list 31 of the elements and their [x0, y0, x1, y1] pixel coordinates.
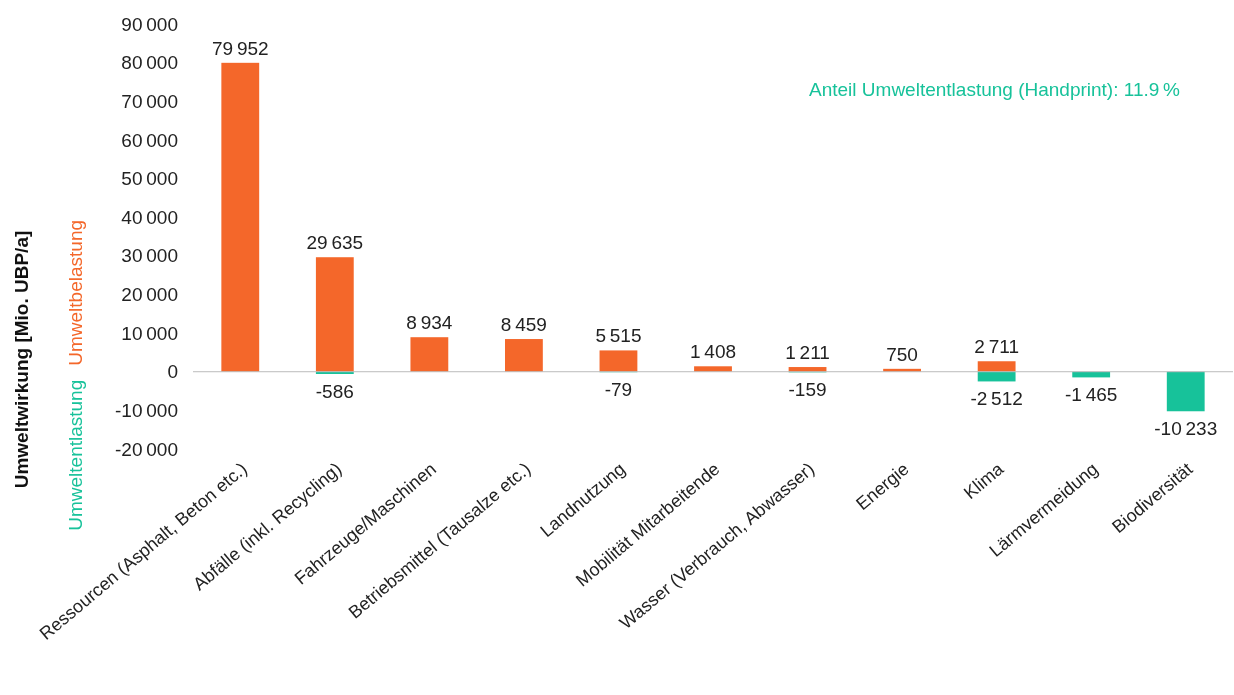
y-tick-label: 80 000	[121, 52, 178, 74]
y-tick-label: 20 000	[121, 284, 178, 306]
y-tick-label: 40 000	[121, 206, 178, 228]
data-label: 79 952	[211, 37, 269, 59]
data-label: -10 233	[1154, 418, 1218, 440]
data-label: 29 635	[306, 232, 364, 254]
data-label: -2 512	[970, 388, 1023, 410]
annotation: Anteil Umweltentlastung (Handprint): 11.9 %	[809, 79, 1181, 100]
data-label: 2 711	[974, 336, 1019, 358]
y-tick-label: 10 000	[121, 322, 178, 344]
y-tick-label: 90 000	[121, 13, 178, 35]
y-tick-label: 50 000	[121, 168, 178, 190]
data-label: 1 211	[785, 342, 830, 364]
y-tick-label: -10 000	[115, 400, 178, 422]
y-tick-label: 0	[167, 361, 178, 383]
data-label: -159	[788, 379, 827, 401]
text: Umweltentlastung	[65, 379, 86, 531]
data-label: 8 459	[500, 314, 547, 336]
y-tick-label: 70 000	[121, 90, 178, 112]
y-tick-label: -20 000	[115, 438, 178, 460]
data-label: -79	[604, 379, 633, 401]
data-label: 750	[886, 343, 918, 365]
y-tick-label: 30 000	[121, 245, 178, 267]
data-label: 8 934	[406, 312, 453, 334]
text: Umweltbelastung	[65, 219, 86, 366]
y-axis-title: Umweltwirkung [Mio. UBP/a]	[11, 230, 32, 489]
data-label: 1 408	[689, 341, 737, 363]
data-label: -1 465	[1064, 384, 1118, 406]
y-tick-label: 60 000	[121, 129, 178, 151]
data-label: 5 515	[595, 325, 642, 347]
data-label: -586	[315, 380, 354, 402]
